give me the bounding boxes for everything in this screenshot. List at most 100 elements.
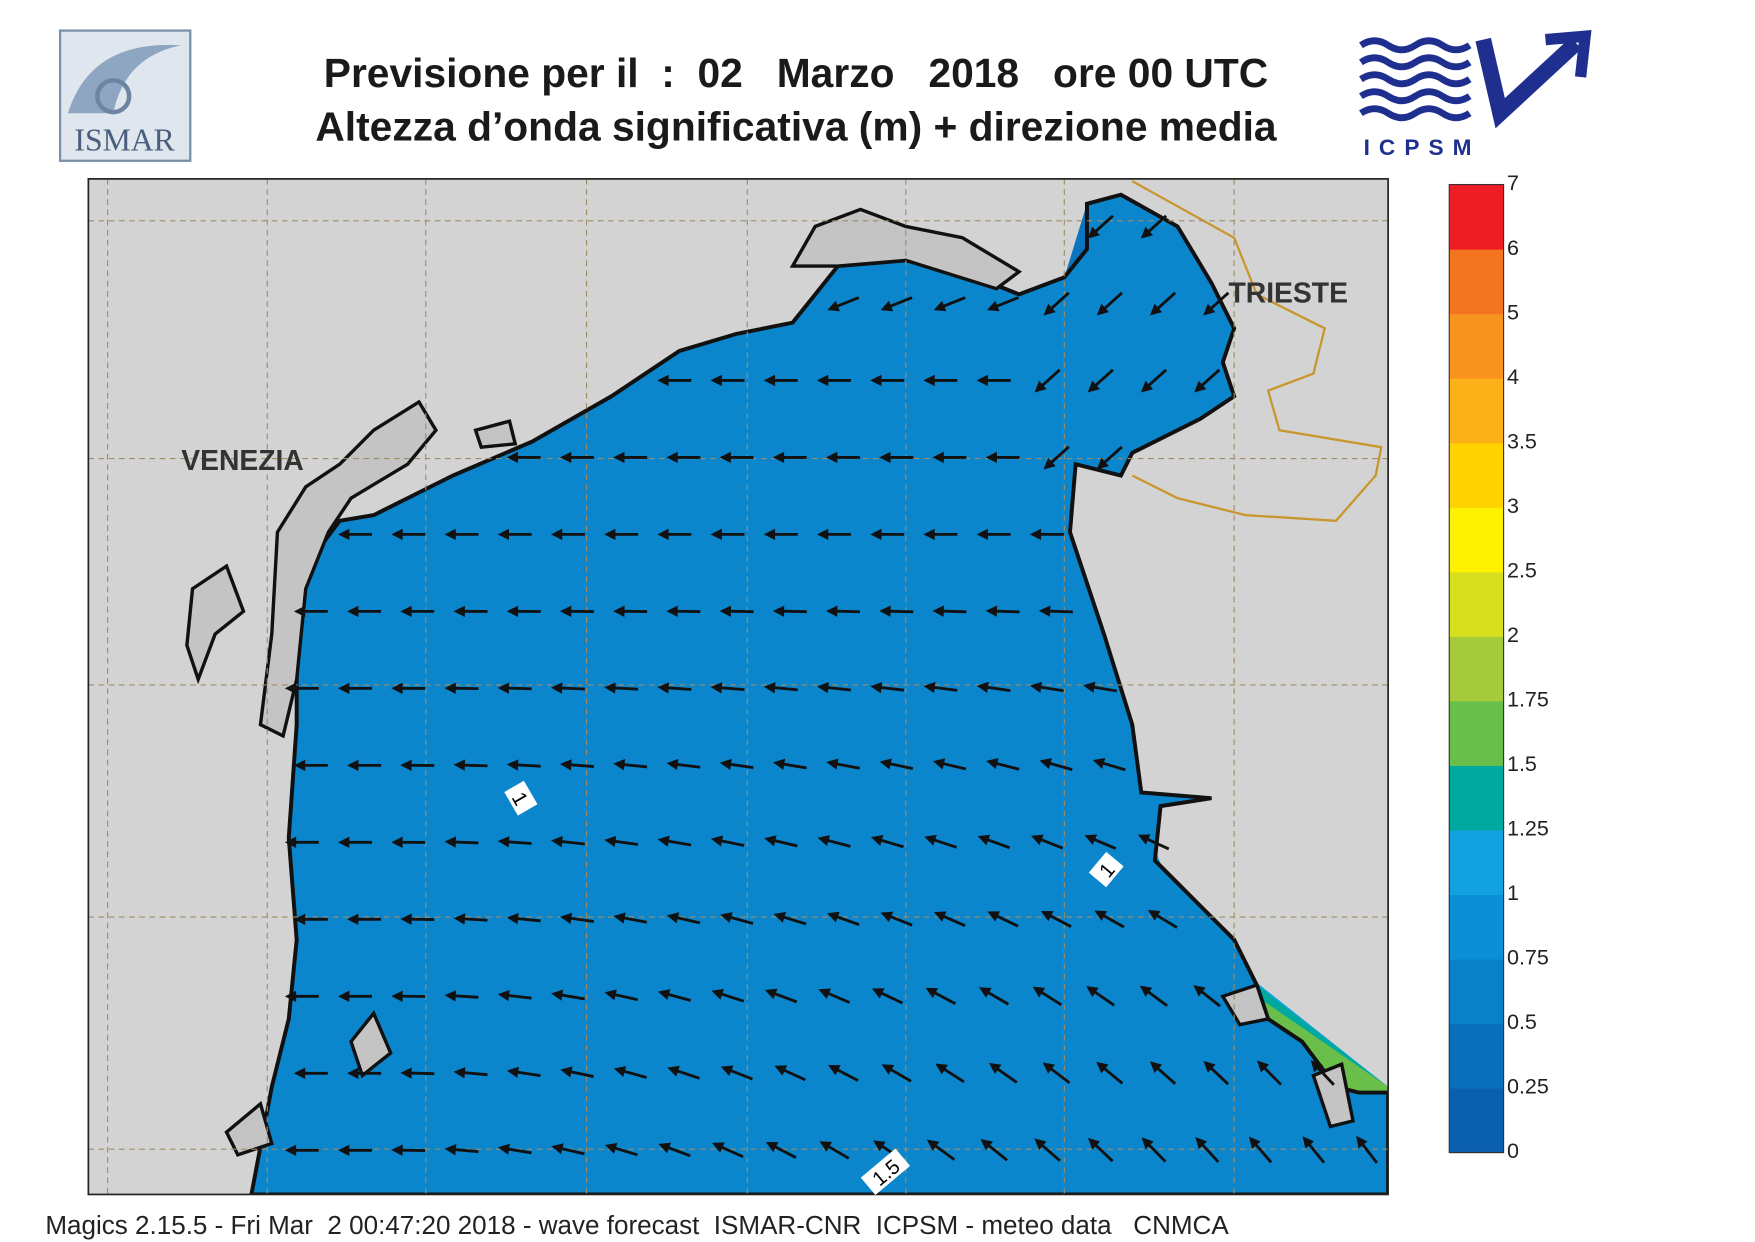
arrow-head — [976, 528, 988, 541]
arrow-head — [720, 1065, 734, 1077]
arrow-head — [816, 374, 829, 387]
arrow — [870, 528, 905, 541]
arrow-head — [712, 1142, 725, 1153]
arrow-head — [453, 1067, 466, 1079]
arrow-head — [666, 758, 679, 771]
arrow — [879, 758, 914, 771]
arrow-head — [817, 835, 830, 847]
arrow-head — [1083, 681, 1096, 693]
colorbar-tick-label: 0.75 — [1507, 946, 1549, 970]
arrow — [986, 758, 1020, 771]
arrow — [976, 681, 1011, 694]
arrow — [444, 528, 479, 541]
arrow-head — [1034, 380, 1047, 393]
arrow-head — [763, 374, 776, 387]
arrow-head — [826, 605, 838, 617]
arrow — [712, 1142, 744, 1159]
arrow — [1096, 1061, 1124, 1085]
arrow — [987, 911, 1019, 928]
arrow-head — [506, 451, 519, 464]
arrow-head — [284, 682, 297, 695]
arrow — [1042, 1062, 1071, 1085]
arrow — [1203, 1060, 1230, 1086]
arrow — [293, 913, 328, 925]
arrow — [604, 835, 639, 848]
arrow-head — [560, 759, 572, 771]
arrow — [925, 987, 957, 1005]
arrow-head — [1203, 1060, 1216, 1073]
arrow — [881, 1064, 912, 1083]
arrow-head — [453, 913, 466, 925]
city-label: TRIESTE — [1228, 276, 1348, 308]
colorbar-tick-label: 7 — [1507, 171, 1519, 195]
arrow — [550, 528, 585, 541]
arrow-head — [497, 836, 510, 848]
arrow-head — [293, 913, 306, 925]
arrow — [870, 834, 904, 849]
arrow — [720, 912, 754, 925]
arrow — [979, 987, 1010, 1006]
arrow — [497, 1143, 532, 1155]
arrow — [772, 451, 807, 464]
arrow-head — [444, 990, 457, 1002]
arrow — [720, 1065, 753, 1081]
arrow-head — [550, 836, 563, 848]
arrow-head — [1030, 681, 1043, 693]
arrow-head — [347, 1067, 359, 1079]
arrow — [1310, 1060, 1335, 1086]
arrow — [613, 912, 648, 924]
arrow-head — [666, 451, 678, 464]
arrow — [827, 911, 860, 926]
arrow-head — [293, 1067, 306, 1079]
arrow-head — [666, 605, 678, 617]
arrow — [338, 836, 373, 849]
arrow-head — [497, 528, 510, 541]
arrow-head — [347, 759, 359, 772]
arrow — [444, 682, 479, 694]
arrow-head — [710, 835, 724, 847]
arrow — [932, 605, 967, 617]
arrow — [400, 759, 435, 771]
arrow — [338, 682, 373, 695]
arrow-head — [923, 528, 935, 541]
arrow-head — [400, 759, 412, 771]
arrow-head — [870, 528, 882, 541]
arrow — [980, 1138, 1008, 1162]
arrow — [453, 913, 488, 925]
wave-arrows — [284, 214, 1378, 1164]
arrow-head — [980, 1138, 993, 1151]
arrow-head — [827, 911, 840, 923]
title-line-2: Altezza d’onda significativa (m) + direz… — [315, 103, 1277, 149]
arrow-head — [338, 1144, 350, 1156]
arrow — [658, 1142, 691, 1158]
arrow-head — [657, 528, 669, 541]
arrow-head — [711, 988, 724, 1000]
arrow — [1094, 910, 1125, 929]
arrow — [559, 605, 594, 617]
arrow-head — [935, 1063, 948, 1075]
arrow-head — [604, 989, 617, 1001]
arrow — [293, 1067, 328, 1079]
arrow — [1149, 291, 1177, 316]
arrow-head — [391, 836, 403, 848]
colorbar-tick-label: 5 — [1507, 300, 1519, 324]
arrow-head — [657, 374, 669, 387]
arrow — [400, 913, 435, 925]
arrow — [666, 451, 701, 464]
colorbar-frame — [1448, 183, 1505, 1154]
arrow-head — [559, 605, 572, 617]
arrow — [1096, 445, 1123, 470]
arrow-head — [391, 528, 403, 541]
arrow — [1087, 214, 1114, 239]
arrow — [497, 989, 532, 1002]
colorbar: 0 0.25 0.5 0.75 1 1.25 1.5 1.75 2 2.5 3 3.5 4 5 6 7 — [1448, 171, 1549, 1163]
arrow-head — [1096, 1061, 1109, 1074]
arrow — [710, 835, 745, 847]
arrow-head — [1248, 1136, 1261, 1149]
arrow — [613, 605, 648, 617]
arrow — [444, 1144, 479, 1156]
arrow-head — [1043, 303, 1056, 316]
arrow — [1248, 1136, 1273, 1164]
arrow-head — [988, 1062, 1002, 1075]
arrow-head — [1140, 226, 1154, 239]
